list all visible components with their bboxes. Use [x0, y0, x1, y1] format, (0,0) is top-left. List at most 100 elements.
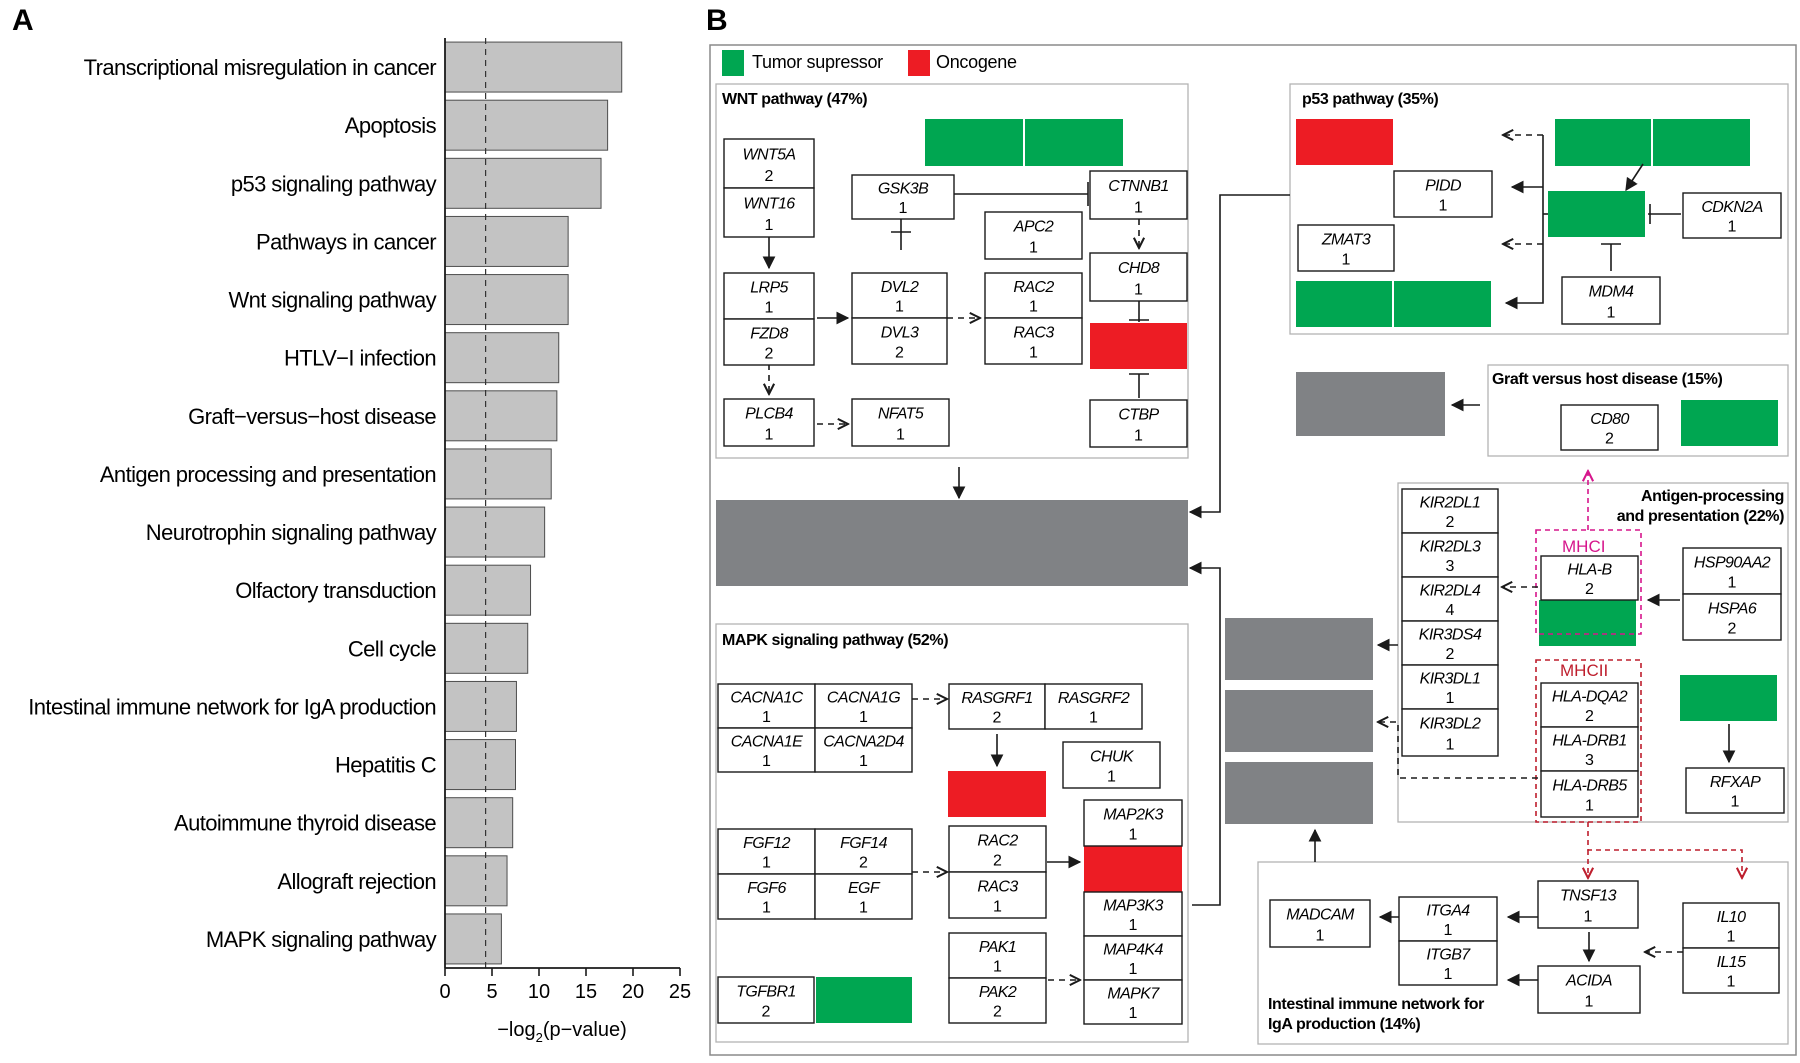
gene-name: MAP4K4 [1103, 941, 1163, 958]
gene-box-chuk: CHUK 1 [1062, 741, 1161, 789]
gene-name: WNT5A [742, 147, 795, 164]
gene-name: CTNNB1 [1108, 178, 1168, 195]
tumor-suppressor-block [1394, 281, 1491, 327]
mhc1-frame [1535, 529, 1642, 635]
gene-count: 2 [1728, 621, 1737, 638]
antigen-pathway-title-line1: Antigen-processing [1641, 488, 1784, 505]
gene-box-hladrb1: HLA-DRB1 3 [1540, 726, 1639, 772]
output-block [1225, 762, 1373, 824]
x-tick-label: 20 [622, 981, 644, 1003]
gene-box-map3k3: MAP3K3 1 [1083, 891, 1183, 937]
gene-name: RAC2 [1013, 279, 1054, 296]
bar-category-label: Antigen processing and presentation [100, 462, 436, 487]
gene-box-frame [984, 272, 1083, 319]
gene-count: 1 [1316, 927, 1325, 944]
gene-box-hspa6: HSPA6 2 [1682, 593, 1782, 641]
gene-box-map4k4: MAP4K4 1 [1083, 935, 1183, 981]
gene-name: GSK3B [878, 180, 929, 197]
gene-name: CTBP [1118, 407, 1159, 424]
panel-b-letter: B [706, 4, 728, 37]
tumor-suppressor-block [1548, 191, 1645, 237]
gene-box-frame [1685, 767, 1785, 814]
gene-box-frame [717, 828, 816, 875]
gene-box-frame [851, 317, 948, 365]
gene-count: 1 [762, 753, 771, 770]
bar [444, 99, 609, 151]
gene-count: 1 [1727, 974, 1736, 991]
bar [444, 855, 508, 907]
gene-name: WNT16 [743, 196, 795, 213]
gene-box-frame [814, 873, 913, 920]
bar [444, 41, 623, 93]
gene-box-mapk7: MAPK7 1 [1083, 979, 1183, 1025]
bar-category-label: p53 signaling pathway [231, 171, 437, 196]
gene-count: 2 [1446, 646, 1455, 663]
bar-category-label: Apoptosis [345, 113, 437, 138]
arrow [1188, 561, 1221, 906]
bar-category-label: MAPK signaling pathway [206, 927, 437, 952]
legend-tumor-suppressor: Tumor supressor [752, 52, 883, 72]
gene-name: PAK1 [979, 939, 1016, 956]
gene-box-kir2dl1: KIR2DL1 2 [1401, 488, 1499, 534]
bar-category-label: Intestinal immune network for IgA produc… [28, 694, 436, 719]
gene-box-frame [1537, 880, 1639, 929]
gene-box-frame [1682, 192, 1782, 239]
gene-name: TNSF13 [1560, 888, 1617, 905]
gene-box-fgf6: FGF6 1 [717, 873, 816, 920]
oncogene-block [1296, 119, 1393, 165]
gene-box-rasgrf2: RASGRF2 1 [1044, 683, 1143, 730]
gene-box-frame [717, 683, 816, 729]
gene-box-frame [948, 683, 1046, 730]
tumor-suppressor-block [816, 977, 912, 1023]
gene-name: KIR3DL2 [1420, 716, 1481, 733]
gene-box-kir3dl2: KIR3DL2 1 [1401, 708, 1499, 757]
gene-name: TGFBR1 [736, 983, 796, 1000]
bar [444, 913, 502, 965]
gene-box-rac3w: RAC3 1 [984, 317, 1083, 365]
gene-box-ctbp: CTBP 1 [1089, 399, 1188, 448]
gene-box-frame [1401, 664, 1499, 710]
bar-category-label: Transcriptional misregulation in cancer [84, 55, 437, 80]
gene-box-pak2: PAK2 2 [948, 977, 1047, 1024]
gene-count: 3 [1446, 558, 1455, 575]
bar-chart: Transcriptional misregulation in cancer A… [28, 38, 623, 968]
gene-box-dvl3: DVL3 2 [851, 317, 948, 365]
gene-box-frame [1089, 170, 1188, 220]
gene-count: 2 [993, 853, 1002, 870]
gene-count: 1 [1728, 575, 1737, 592]
gene-name: RAC3 [1013, 324, 1054, 341]
gene-count: 1 [1129, 1005, 1138, 1022]
gene-box-nfat5: NFAT5 1 [851, 398, 950, 447]
arrow [1188, 194, 1290, 519]
gene-count: 1 [1107, 769, 1116, 786]
gene-count: 1 [895, 299, 904, 316]
gene-box-zmat3: ZMAT3 1 [1297, 224, 1395, 272]
mhc1-label: MHCI [1562, 537, 1605, 556]
output-block [1225, 618, 1373, 680]
gene-box-frame [1401, 620, 1499, 666]
gene-name: CACNA2D4 [823, 733, 904, 750]
gene-box-il10: IL10 1 [1682, 902, 1780, 949]
bar-category-label: Hepatitis C [335, 753, 437, 778]
gene-name: ITGB7 [1426, 946, 1471, 963]
gene-box-hsp90aa2: HSP90AA2 1 [1682, 547, 1782, 595]
gene-box-frame [1682, 547, 1782, 595]
tumor-suppressor-block [1025, 119, 1123, 166]
bar-category-label: Autoimmune thyroid disease [174, 811, 436, 836]
gene-count: 1 [1727, 929, 1736, 946]
gene-box-wnt16: WNT16 1 [723, 187, 815, 238]
x-axis-title: −log2(p−value) [497, 1019, 627, 1045]
tumor-suppressor-block [1296, 281, 1392, 327]
gene-count: 1 [1731, 794, 1740, 811]
panel-b-frame [709, 44, 1797, 1056]
gene-box-lrp5: LRP5 1 [723, 272, 815, 320]
gene-box-madcam: MADCAM 1 [1269, 899, 1371, 948]
gene-box-frame [723, 318, 815, 366]
gene-box-frame [717, 873, 816, 920]
gene-name: HSP90AA2 [1694, 554, 1771, 571]
gene-box-frame [1393, 170, 1493, 218]
gene-count: 1 [765, 300, 774, 317]
gene-count: 2 [1446, 514, 1455, 531]
tumor-suppressor-block [925, 119, 1023, 166]
